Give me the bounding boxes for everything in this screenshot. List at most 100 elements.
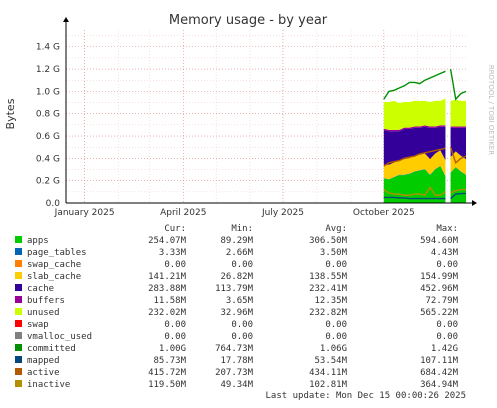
legend-value: 594.60M: [420, 236, 459, 246]
legend-value: 12.35M: [314, 296, 347, 306]
area-slab_cache: [383, 150, 446, 180]
legend-value: 684.42M: [420, 368, 459, 378]
legend-value: 207.73M: [215, 368, 254, 378]
legend-value: 254.07M: [148, 236, 187, 246]
legend-swatch: [15, 332, 22, 339]
legend-name: vmalloc_used: [27, 332, 92, 342]
legend-value: 3.33M: [159, 248, 187, 258]
legend-swatch: [15, 380, 22, 387]
legend-value: 113.79M: [215, 284, 254, 294]
legend-swatch: [15, 368, 22, 375]
legend-value: 0.00: [436, 260, 458, 270]
area-unused: [383, 98, 446, 130]
legend-value: 26.82M: [220, 272, 253, 282]
y-tick-label: 0.0: [46, 199, 61, 209]
legend-name: committed: [27, 344, 76, 354]
legend-name: swap_cache: [27, 260, 81, 270]
legend-value: 138.55M: [309, 272, 348, 282]
legend-swatch: [15, 248, 22, 255]
legend-value: 0.00: [164, 332, 186, 342]
y-axis-arrow: [63, 17, 69, 22]
legend-value: 2.66M: [226, 248, 254, 258]
legend-value: 0.00: [164, 260, 186, 270]
legend-name: slab_cache: [27, 272, 81, 282]
line-mapped: [383, 196, 446, 200]
legend-value: 119.50M: [148, 380, 187, 390]
legend-swatch: [15, 236, 22, 243]
legend-value: 283.88M: [148, 284, 187, 294]
legend-value: 0.00: [164, 320, 186, 330]
legend-value: 232.82M: [309, 308, 348, 318]
y-tick-label: 0.4 G: [36, 154, 60, 164]
legend-value: 102.81M: [309, 380, 348, 390]
last-update: Last update: Mon Dec 15 00:00:26 2025: [266, 391, 466, 401]
line-active: [383, 147, 446, 167]
legend-name: active: [27, 368, 60, 378]
line-mapped: [450, 192, 467, 200]
legend-header: Avg:: [325, 224, 347, 234]
line-committed: [449, 68, 467, 101]
line-committed: [383, 70, 446, 100]
legend-value: 0.00: [436, 320, 458, 330]
legend-value: 565.22M: [420, 308, 459, 318]
legend-value: 49.34M: [220, 380, 253, 390]
legend: Cur: Min: Avg: Max: apps 254.07M 89.29M 306.50M…: [15, 224, 459, 390]
x-tick-label: January 2025: [54, 208, 115, 218]
legend-value: 0.00: [436, 332, 458, 342]
legend-name: buffers: [27, 296, 65, 306]
legend-swatch: [15, 284, 22, 291]
legend-value: 89.29M: [220, 236, 253, 246]
legend-value: 17.78M: [220, 356, 253, 366]
legend-value: 0.00: [231, 320, 253, 330]
legend-value: 764.73M: [215, 344, 254, 354]
x-axis-arrow: [472, 200, 477, 206]
legend-value: 107.11M: [420, 356, 459, 366]
legend-header: Min:: [231, 224, 253, 234]
legend-value: 72.79M: [425, 296, 458, 306]
legend-value: 53.54M: [314, 356, 347, 366]
legend-value: 1.42G: [431, 344, 458, 354]
legend-name: apps: [27, 236, 49, 246]
legend-name: inactive: [27, 380, 70, 390]
plot-area: [383, 68, 467, 203]
line-inactive: [383, 186, 446, 196]
legend-header: Max:: [436, 224, 458, 234]
legend-value: 452.96M: [420, 284, 459, 294]
legend-name: cache: [27, 284, 54, 294]
legend-value: 1.00G: [159, 344, 186, 354]
axes: 0.0 0.2 G 0.4 G 0.6 G 0.8 G 1.0 G 1.2 G 1.4 G Ja…: [36, 17, 477, 218]
legend-swatch: [15, 296, 22, 303]
chart-title: Memory usage - by year: [169, 13, 328, 28]
line-active: [449, 146, 467, 165]
legend-header: Cur:: [164, 224, 186, 234]
legend-name: mapped: [27, 356, 60, 366]
y-tick-label: 0.8 G: [36, 110, 60, 120]
area-cache: [383, 126, 446, 165]
legend-value: 232.41M: [309, 284, 348, 294]
y-tick-label: 1.0 G: [36, 87, 60, 97]
x-tick-label: October 2025: [353, 208, 415, 218]
legend-value: 11.58M: [153, 296, 186, 306]
legend-value: 3.65M: [226, 296, 254, 306]
legend-value: 4.43M: [431, 248, 459, 258]
legend-value: 415.72M: [148, 368, 187, 378]
area-cache: [450, 127, 466, 160]
legend-swatch: [15, 344, 22, 351]
legend-value: 32.96M: [220, 308, 253, 318]
area-unused: [450, 99, 466, 127]
legend-value: 0.00: [231, 332, 253, 342]
legend-name: swap: [27, 320, 49, 330]
y-axis-label: Bytes: [4, 98, 17, 129]
legend-swatch: [15, 356, 22, 363]
y-tick-label: 1.2 G: [36, 65, 60, 75]
area-buffers: [383, 125, 446, 132]
legend-value: 0.00: [325, 320, 347, 330]
line-inactive: [450, 188, 466, 194]
legend-value: 154.99M: [420, 272, 459, 282]
rrdtool-credit: RRDTOOL / TOBI OETIKER: [487, 65, 495, 155]
x-tick-label: July 2025: [261, 208, 304, 218]
y-tick-label: 0.2 G: [36, 177, 60, 187]
legend-name: page_tables: [27, 248, 87, 258]
legend-value: 1.06G: [320, 344, 347, 354]
